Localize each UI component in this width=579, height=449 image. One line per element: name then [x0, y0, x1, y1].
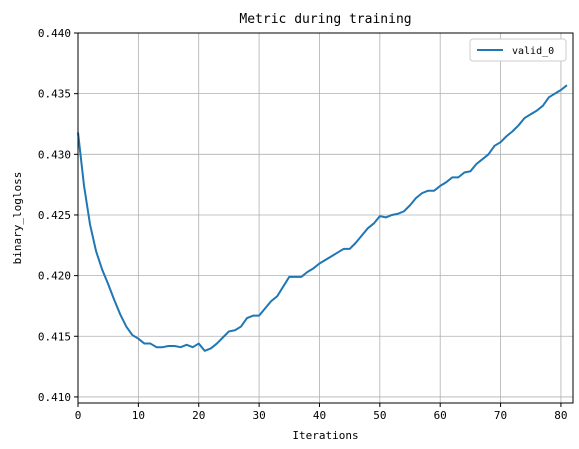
- x-tick-label: 40: [313, 409, 326, 422]
- y-axis-label: binary_logloss: [11, 172, 24, 265]
- chart-title: Metric during training: [239, 12, 411, 27]
- series-line-valid_0: [77, 84, 568, 352]
- y-tick-label: 0.425: [38, 209, 71, 222]
- x-tick-label: 20: [192, 409, 205, 422]
- x-tick-label: 60: [434, 409, 447, 422]
- legend-box: [469, 38, 567, 62]
- x-tick-label: 30: [252, 409, 265, 422]
- grid-lines: [77, 32, 573, 403]
- plot-frame: [77, 32, 574, 404]
- y-tick-label: 0.435: [38, 88, 71, 101]
- x-tick-label: 70: [494, 409, 507, 422]
- y-tick-label: 0.415: [38, 330, 71, 343]
- legend: valid_0: [469, 38, 567, 62]
- legend-label: valid_0: [512, 46, 554, 57]
- y-tick-label: 0.440: [38, 27, 71, 40]
- x-tick-label: 10: [132, 409, 145, 422]
- y-ticks: 0.410 0.415 0.420 0.425 0.430 0.435 0.440: [38, 27, 78, 404]
- y-tick-label: 0.420: [38, 270, 71, 283]
- x-tick-label: 0: [75, 409, 82, 422]
- series-layer: [77, 84, 568, 352]
- x-axis-label: Iterations: [292, 429, 358, 442]
- y-tick-label: 0.430: [38, 148, 71, 161]
- x-ticks: 0 10 20 30 40 50 60 70 80: [75, 403, 568, 422]
- x-tick-label: 80: [554, 409, 567, 422]
- y-tick-label: 0.410: [38, 391, 71, 404]
- x-tick-label: 50: [373, 409, 386, 422]
